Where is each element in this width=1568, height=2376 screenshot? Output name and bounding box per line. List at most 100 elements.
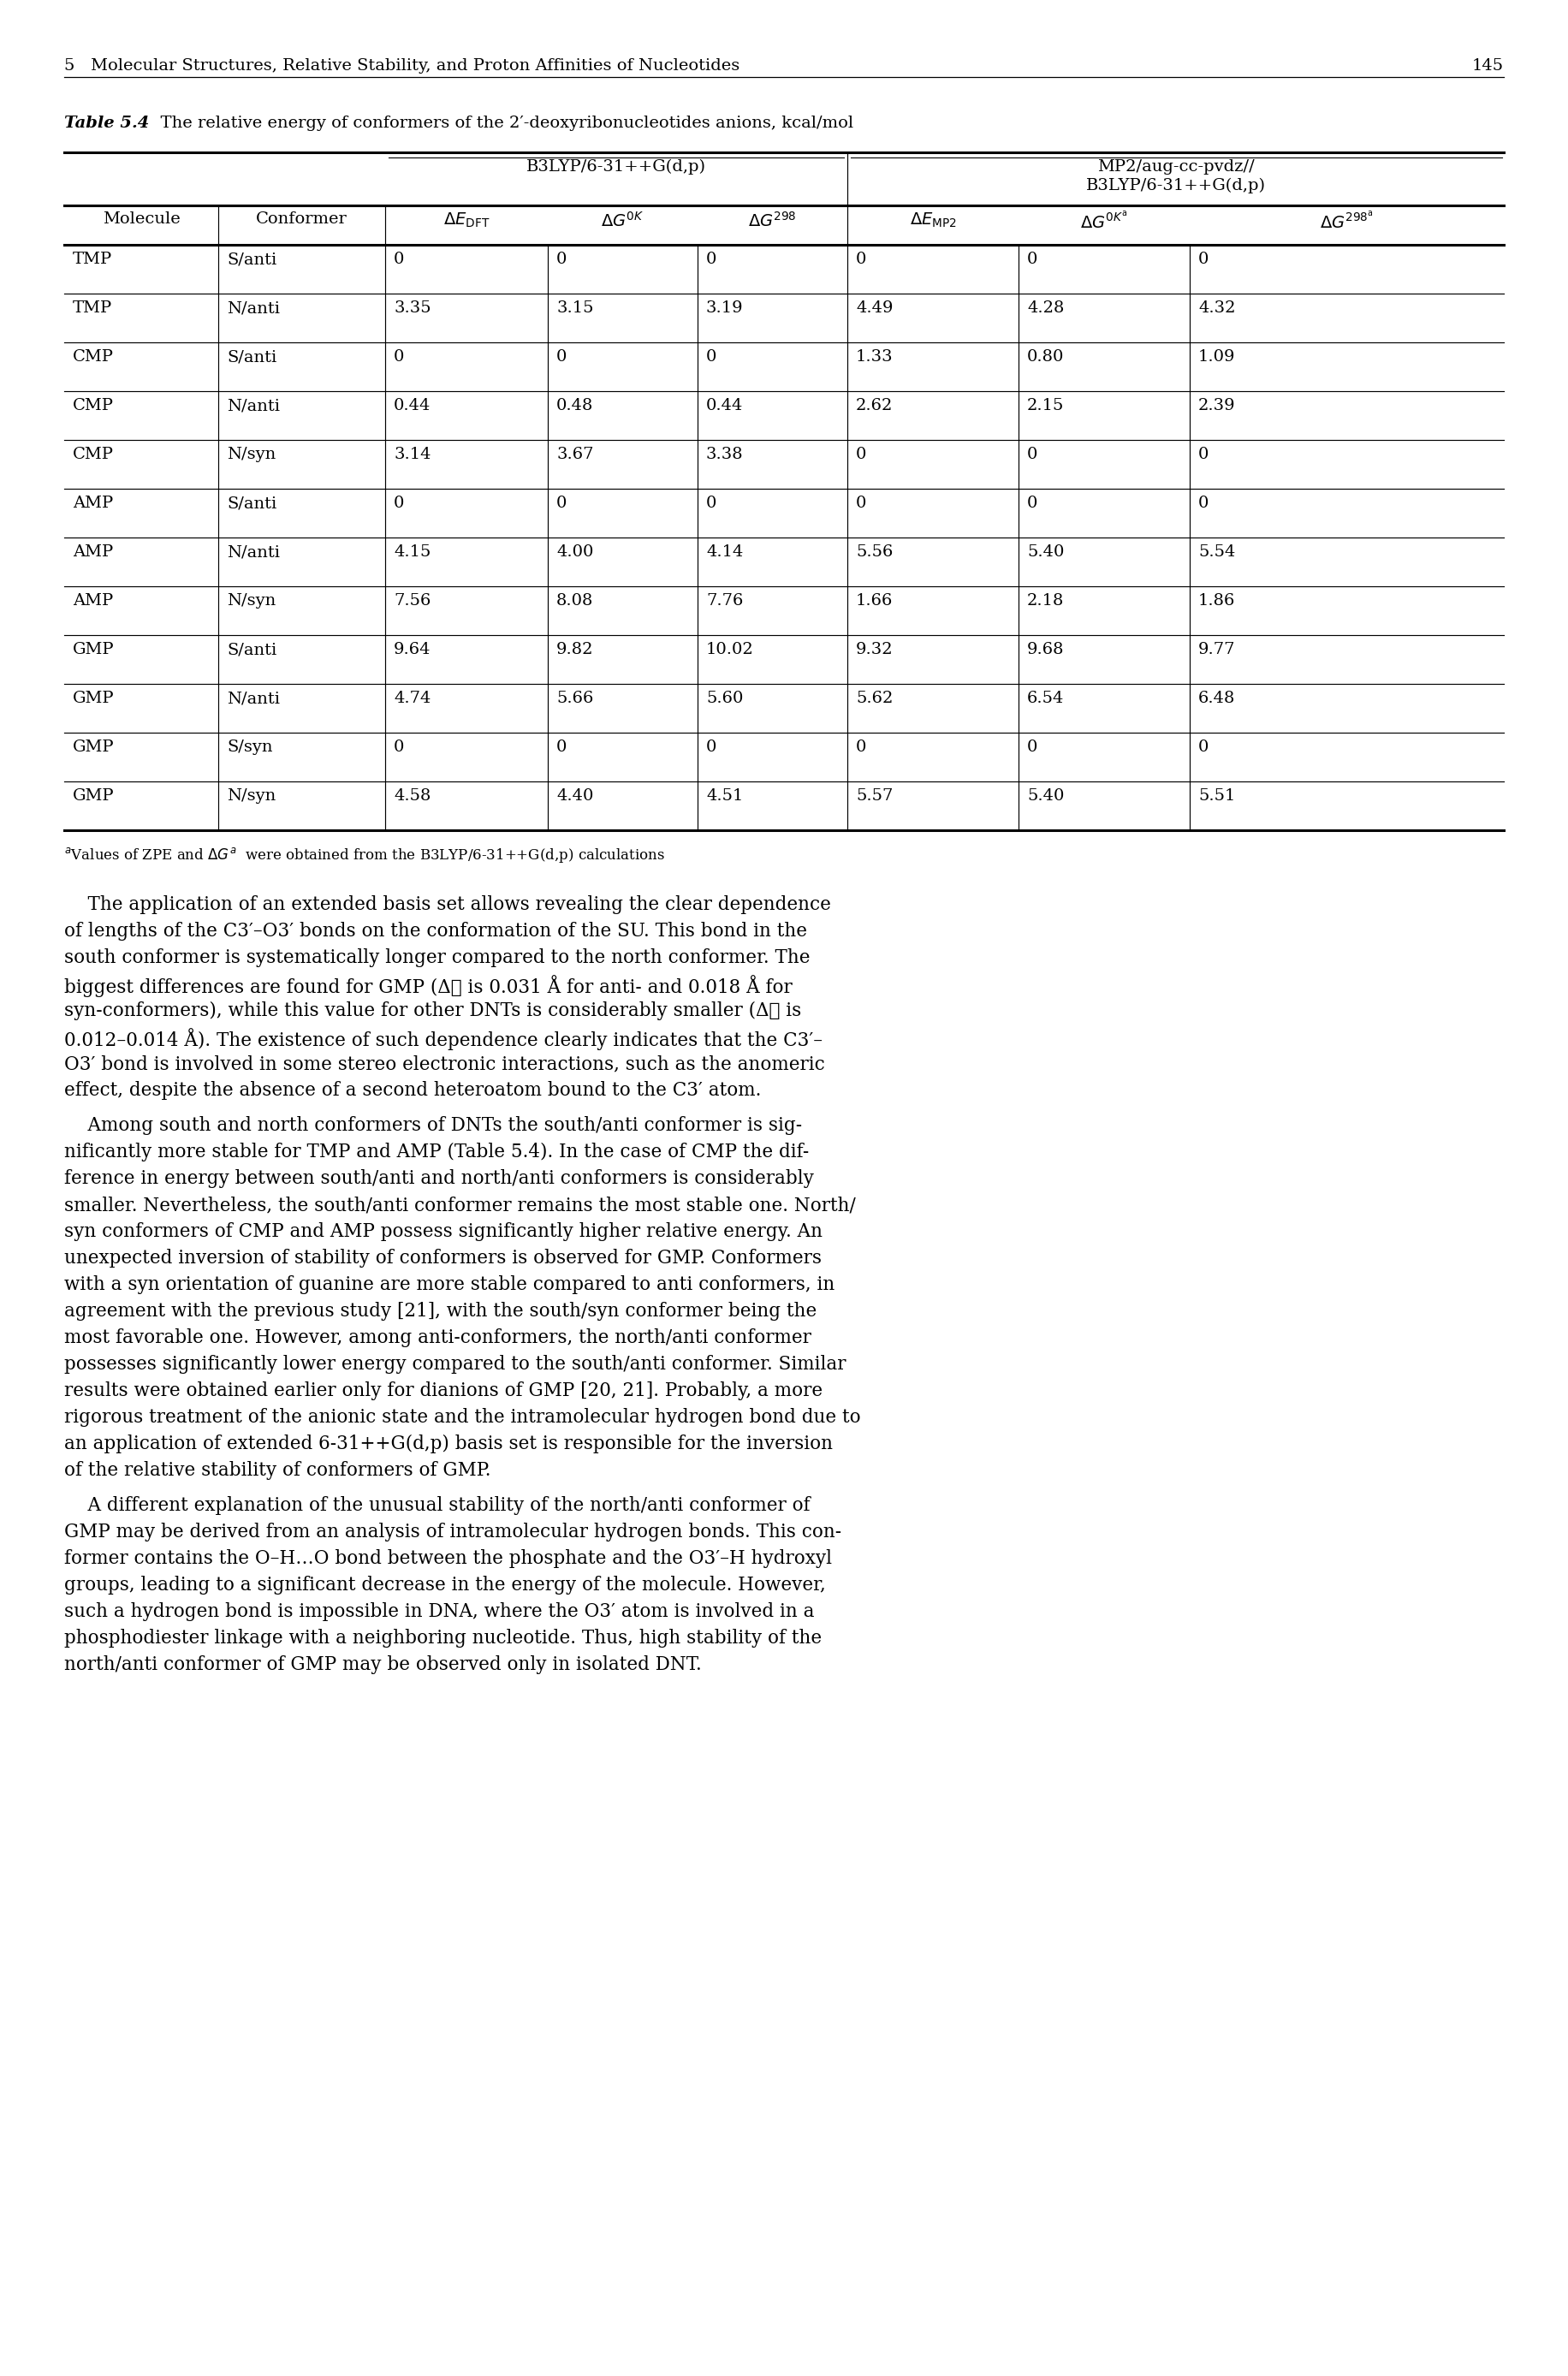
Text: 4.28: 4.28 (1027, 299, 1065, 316)
Text: 0: 0 (394, 739, 405, 756)
Text: 0.80: 0.80 (1027, 349, 1065, 364)
Text: effect, despite the absence of a second heteroatom bound to the C3′ atom.: effect, despite the absence of a second … (64, 1081, 760, 1100)
Text: of lengths of the C3′–O3′ bonds on the conformation of the SU. This bond in the: of lengths of the C3′–O3′ bonds on the c… (64, 922, 808, 941)
Text: 4.49: 4.49 (856, 299, 894, 316)
Text: 4.58: 4.58 (394, 789, 431, 803)
Text: N/syn: N/syn (227, 447, 276, 463)
Text: 0: 0 (856, 497, 867, 511)
Text: The relative energy of conformers of the 2′-deoxyribonucleotides anions, kcal/mo: The relative energy of conformers of the… (151, 116, 853, 131)
Text: unexpected inversion of stability of conformers is observed for GMP. Conformers: unexpected inversion of stability of con… (64, 1250, 822, 1269)
Text: 0: 0 (856, 739, 867, 756)
Text: 3.38: 3.38 (706, 447, 743, 463)
Text: 9.64: 9.64 (394, 642, 431, 658)
Text: 6.48: 6.48 (1198, 691, 1236, 706)
Text: 0.44: 0.44 (394, 399, 431, 413)
Text: 0: 0 (557, 349, 568, 364)
Text: O3′ bond is involved in some stereo electronic interactions, such as the anomeri: O3′ bond is involved in some stereo elec… (64, 1055, 825, 1074)
Text: 4.74: 4.74 (394, 691, 431, 706)
Text: 3.35: 3.35 (394, 299, 431, 316)
Text: 1.86: 1.86 (1198, 594, 1236, 608)
Text: possesses significantly lower energy compared to the south/anti conformer. Simil: possesses significantly lower energy com… (64, 1354, 847, 1373)
Text: N/syn: N/syn (227, 594, 276, 608)
Text: GMP: GMP (72, 739, 114, 756)
Text: such a hydrogen bond is impossible in DNA, where the O3′ atom is involved in a: such a hydrogen bond is impossible in DN… (64, 1601, 814, 1620)
Text: Molecule: Molecule (102, 211, 180, 226)
Text: 3.15: 3.15 (557, 299, 594, 316)
Text: Table 5.4: Table 5.4 (64, 116, 149, 131)
Text: $\Delta G^{298}$: $\Delta G^{298}$ (748, 211, 797, 230)
Text: 5   Molecular Structures, Relative Stability, and Proton Affinities of Nucleotid: 5 Molecular Structures, Relative Stabili… (64, 57, 740, 74)
Text: AMP: AMP (72, 497, 113, 511)
Text: 4.00: 4.00 (557, 544, 593, 561)
Text: 4.32: 4.32 (1198, 299, 1236, 316)
Text: 0: 0 (394, 252, 405, 266)
Text: 3.19: 3.19 (706, 299, 743, 316)
Text: 145: 145 (1472, 57, 1504, 74)
Text: 0: 0 (856, 252, 867, 266)
Text: GMP: GMP (72, 642, 114, 658)
Text: 4.14: 4.14 (706, 544, 743, 561)
Text: 2.18: 2.18 (1027, 594, 1065, 608)
Text: 5.66: 5.66 (557, 691, 593, 706)
Text: agreement with the previous study [21], with the south/syn conformer being the: agreement with the previous study [21], … (64, 1302, 817, 1321)
Text: AMP: AMP (72, 544, 113, 561)
Text: 5.40: 5.40 (1027, 789, 1065, 803)
Text: phosphodiester linkage with a neighboring nucleotide. Thus, high stability of th: phosphodiester linkage with a neighborin… (64, 1630, 822, 1647)
Text: MP2/aug-cc-pvdz//: MP2/aug-cc-pvdz// (1098, 159, 1254, 173)
Text: N/anti: N/anti (227, 691, 279, 706)
Text: S/anti: S/anti (227, 252, 276, 266)
Text: 0.44: 0.44 (706, 399, 743, 413)
Text: 5.57: 5.57 (856, 789, 894, 803)
Text: S/anti: S/anti (227, 349, 276, 364)
Text: groups, leading to a significant decrease in the energy of the molecule. However: groups, leading to a significant decreas… (64, 1575, 826, 1594)
Text: N/syn: N/syn (227, 789, 276, 803)
Text: 5.56: 5.56 (856, 544, 894, 561)
Text: 3.14: 3.14 (394, 447, 431, 463)
Text: 0: 0 (394, 349, 405, 364)
Text: B3LYP/6-31++G(d,p): B3LYP/6-31++G(d,p) (1085, 178, 1265, 195)
Text: nificantly more stable for TMP and AMP (Table 5.4). In the case of CMP the dif-: nificantly more stable for TMP and AMP (… (64, 1143, 809, 1162)
Text: ference in energy between south/anti and north/anti conformers is considerably: ference in energy between south/anti and… (64, 1169, 814, 1188)
Text: TMP: TMP (72, 299, 113, 316)
Text: 0: 0 (557, 739, 568, 756)
Text: S/syn: S/syn (227, 739, 273, 756)
Text: GMP may be derived from an analysis of intramolecular hydrogen bonds. This con-: GMP may be derived from an analysis of i… (64, 1523, 842, 1542)
Text: 0: 0 (394, 497, 405, 511)
Text: N/anti: N/anti (227, 544, 279, 561)
Text: 5.60: 5.60 (706, 691, 743, 706)
Text: 0: 0 (1198, 252, 1209, 266)
Text: 3.67: 3.67 (557, 447, 594, 463)
Text: 5.62: 5.62 (856, 691, 894, 706)
Text: smaller. Nevertheless, the south/anti conformer remains the most stable one. Nor: smaller. Nevertheless, the south/anti co… (64, 1195, 856, 1214)
Text: 1.66: 1.66 (856, 594, 894, 608)
Text: results were obtained earlier only for dianions of GMP [20, 21]. Probably, a mor: results were obtained earlier only for d… (64, 1380, 823, 1399)
Text: S/anti: S/anti (227, 642, 276, 658)
Text: 0: 0 (557, 252, 568, 266)
Text: 9.82: 9.82 (557, 642, 594, 658)
Text: B3LYP/6-31++G(d,p): B3LYP/6-31++G(d,p) (527, 159, 706, 176)
Text: Among south and north conformers of DNTs the south/anti conformer is sig-: Among south and north conformers of DNTs… (64, 1117, 803, 1136)
Text: 6.54: 6.54 (1027, 691, 1065, 706)
Text: 0: 0 (1198, 497, 1209, 511)
Text: $^{a}$Values of ZPE and $\Delta G^{a}$  were obtained from the B3LYP/6-31++G(d,p: $^{a}$Values of ZPE and $\Delta G^{a}$ w… (64, 846, 665, 865)
Text: 1.33: 1.33 (856, 349, 894, 364)
Text: 2.39: 2.39 (1198, 399, 1236, 413)
Text: A different explanation of the unusual stability of the north/anti conformer of: A different explanation of the unusual s… (64, 1497, 811, 1516)
Text: 5.51: 5.51 (1198, 789, 1236, 803)
Text: 10.02: 10.02 (706, 642, 754, 658)
Text: $\Delta E_{\rm MP2}$: $\Delta E_{\rm MP2}$ (909, 211, 956, 230)
Text: biggest differences are found for GMP (Δℓ is 0.031 Å for anti- and 0.018 Å for: biggest differences are found for GMP (Δ… (64, 974, 792, 998)
Text: 2.62: 2.62 (856, 399, 894, 413)
Text: of the relative stability of conformers of GMP.: of the relative stability of conformers … (64, 1461, 491, 1480)
Text: TMP: TMP (72, 252, 113, 266)
Text: 7.56: 7.56 (394, 594, 431, 608)
Text: 0: 0 (856, 447, 867, 463)
Text: N/anti: N/anti (227, 299, 279, 316)
Text: 0: 0 (1027, 739, 1038, 756)
Text: 4.51: 4.51 (706, 789, 743, 803)
Text: Conformer: Conformer (256, 211, 348, 226)
Text: 0: 0 (557, 497, 568, 511)
Text: 0: 0 (706, 349, 717, 364)
Text: 7.76: 7.76 (706, 594, 743, 608)
Text: 0: 0 (706, 252, 717, 266)
